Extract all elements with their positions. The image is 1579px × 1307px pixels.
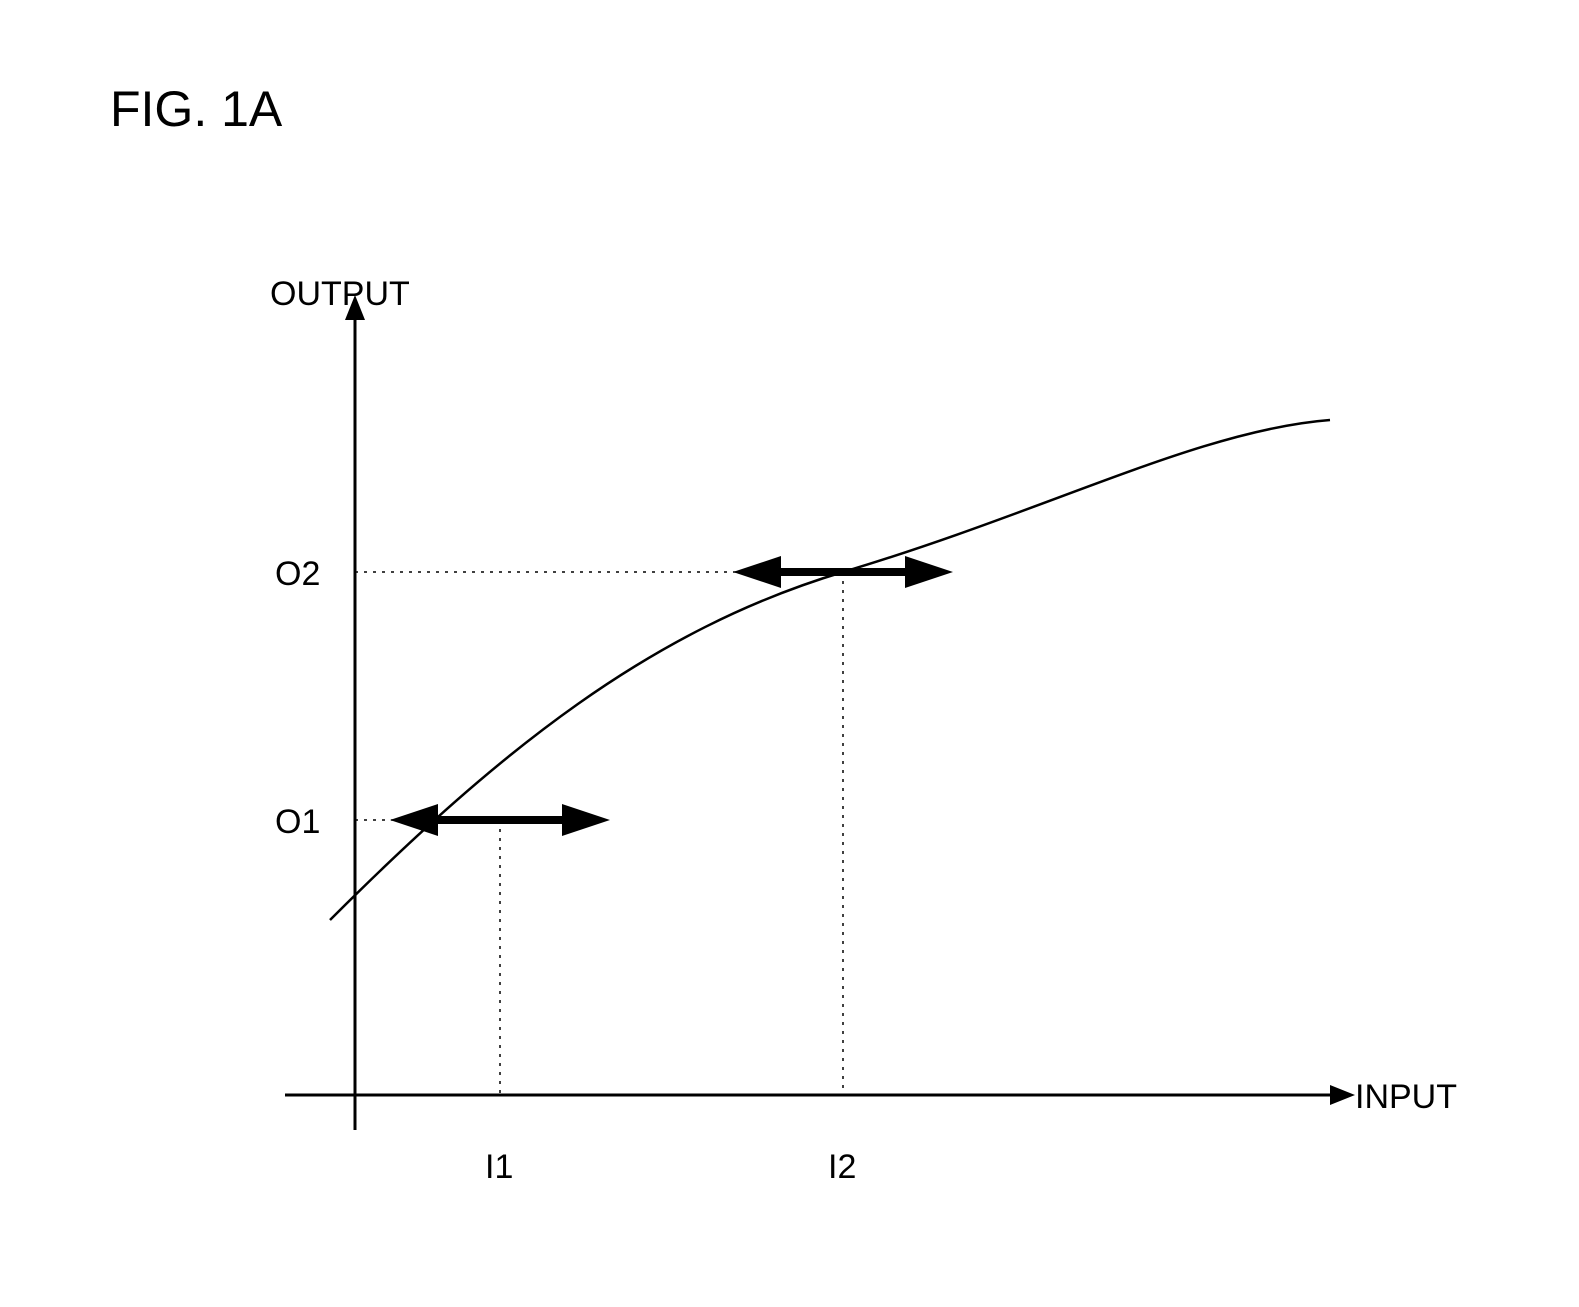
y-axis-label: OUTPUT [270, 275, 410, 314]
y-tick-label-O2: O2 [275, 555, 320, 594]
x-axis-label: INPUT [1355, 1078, 1457, 1117]
figure-container: FIG. 1A OUTPUT INPUT O1 O2 I1 I2 [0, 0, 1579, 1307]
x-tick-label-I2: I2 [828, 1148, 856, 1187]
x-tick-label-I1: I1 [485, 1148, 513, 1187]
y-tick-label-O1: O1 [275, 803, 320, 842]
chart-svg [0, 0, 1579, 1307]
